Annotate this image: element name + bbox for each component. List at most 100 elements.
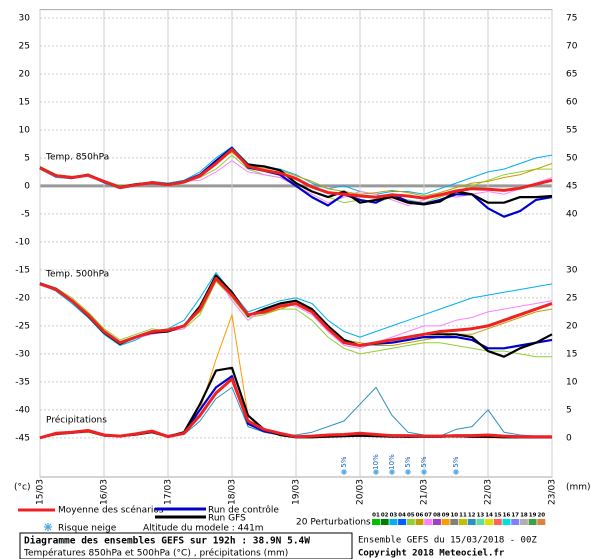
x-tick-label: 19/03: [292, 479, 302, 505]
snow-risk-label: 5%: [404, 456, 412, 467]
perturbation-label: 09: [442, 513, 450, 519]
y-tick-label: -20: [15, 293, 30, 303]
perturbation-swatch: [459, 519, 467, 525]
perturbation-swatch: [372, 519, 380, 525]
y2-tick-label: 65: [566, 69, 577, 79]
footer-subtitle: Températures 850hPa et 500hPa (°C) , pré…: [23, 548, 288, 559]
x-tick-label: 16/03: [100, 479, 110, 505]
snow-icon: [421, 469, 427, 475]
perturbation-swatch: [511, 519, 520, 525]
y-tick-label: 30: [19, 13, 31, 23]
y-tick-label: 20: [19, 69, 31, 79]
y-tick-label: 15: [19, 97, 30, 107]
y2-tick-label: 15: [566, 349, 577, 359]
y-tick-label: -10: [15, 237, 30, 247]
perturbation-label: 05: [407, 513, 415, 519]
panel-label: Précipitations: [46, 415, 107, 426]
perturbation-swatch: [528, 519, 537, 525]
x-tick-label: 23/03: [548, 479, 558, 505]
x-tick-label: 22/03: [484, 479, 494, 505]
snow-risk-label: 10%: [388, 454, 396, 470]
legend-label: Moyenne des scénarios: [58, 505, 164, 516]
snow-risk-label: 10%: [372, 454, 380, 470]
perturbation-label: 19: [529, 513, 537, 519]
footer-run: Ensemble GEFS du 15/03/2018 - 00Z: [358, 536, 537, 546]
y2-unit: (mm): [566, 483, 591, 493]
snow-risk-label: 5%: [340, 456, 348, 467]
snow-risk-label: 5%: [452, 456, 460, 467]
y2-tick-label: 10: [566, 377, 578, 387]
y-unit: (°c): [14, 483, 30, 493]
perturbation-label: 15: [494, 513, 502, 519]
legend-label: Run de contrôle: [208, 505, 279, 516]
y2-tick-label: 45: [566, 181, 577, 191]
perturbation-swatch: [476, 519, 485, 525]
snow-icon: [44, 523, 52, 531]
perturbation-swatch: [415, 519, 424, 525]
panel-label: Temp. 500hPa: [45, 270, 109, 280]
x-tick-label: 15/03: [36, 479, 46, 505]
footer-title: Diagramme des ensembles GEFS sur 192h : …: [24, 536, 310, 547]
perturbation-label: 13: [477, 513, 485, 519]
series-line: [39, 377, 552, 440]
perturbation-swatch: [398, 519, 407, 525]
y-tick-label: -5: [21, 209, 30, 219]
y2-tick-label: 40: [566, 209, 578, 219]
snow-icon-stroke: [405, 469, 411, 475]
y2-tick-label: 55: [566, 125, 577, 135]
y-tick-label: -35: [15, 377, 30, 387]
snow-icon: [453, 469, 459, 475]
y-tick-label: -30: [15, 349, 30, 359]
x-tick-label: 18/03: [228, 479, 238, 505]
y-tick-label: -25: [15, 321, 30, 331]
y-tick-label: 5: [24, 153, 30, 163]
y-tick-label: -15: [15, 265, 30, 275]
y2-tick-label: 70: [566, 41, 578, 51]
perturbation-label: 18: [520, 513, 528, 519]
perturbation-swatch: [493, 519, 502, 525]
legend-label: Run GFS: [208, 514, 246, 524]
perturbation-swatch: [502, 519, 511, 525]
y-tick-label: 25: [19, 41, 30, 51]
perturbation-label: 01: [372, 513, 380, 519]
perturbation-label: 03: [390, 513, 398, 519]
snow-icon-stroke: [453, 469, 459, 475]
snow-icon: [373, 469, 379, 475]
perturbation-label: 02: [381, 513, 389, 519]
series-line: [39, 148, 553, 200]
y2-tick-label: 50: [566, 153, 578, 163]
footer-box: [19, 532, 353, 559]
perturbation-swatch: [380, 519, 389, 525]
y2-tick-label: 75: [566, 13, 577, 23]
snow-icon: [405, 469, 411, 475]
y-tick-label: -40: [15, 405, 30, 415]
series-line: [39, 276, 553, 347]
panel-label: Temp. 850hPa: [45, 153, 109, 163]
snow-risk-label: 5%: [420, 456, 428, 467]
perturbation-swatch: [537, 519, 546, 525]
perturbation-label: 11: [459, 513, 467, 519]
perturbation-swatch: [406, 519, 415, 525]
y2-tick-label: 25: [566, 293, 577, 303]
perturbation-swatch: [485, 519, 494, 525]
snow-icon: [389, 469, 395, 475]
y2-tick-label: 30: [566, 265, 578, 275]
x-tick-label: 17/03: [164, 479, 174, 505]
perturbation-label: 07: [424, 513, 432, 519]
perturbation-swatch: [424, 519, 433, 525]
y-tick-label: 10: [19, 125, 31, 135]
perturbation-label: 14: [485, 513, 493, 519]
y2-tick-label: 60: [566, 97, 578, 107]
perturbation-swatch: [432, 519, 441, 525]
y2-tick-label: 5: [566, 405, 572, 415]
footer-copyright: Copyright 2018 Meteociel.fr: [358, 548, 505, 559]
perturbation-label: 04: [398, 513, 406, 519]
snow-icon-stroke: [421, 469, 427, 475]
x-tick-label: 20/03: [356, 479, 366, 505]
perturbation-swatch: [519, 519, 528, 525]
series-line: [39, 272, 553, 346]
perturbation-label: 06: [416, 513, 424, 519]
snow-icon: [341, 469, 347, 475]
lines: [39, 146, 553, 440]
